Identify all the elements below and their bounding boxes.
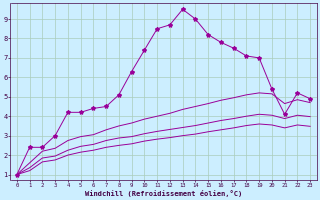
X-axis label: Windchill (Refroidissement éolien,°C): Windchill (Refroidissement éolien,°C): [85, 190, 242, 197]
